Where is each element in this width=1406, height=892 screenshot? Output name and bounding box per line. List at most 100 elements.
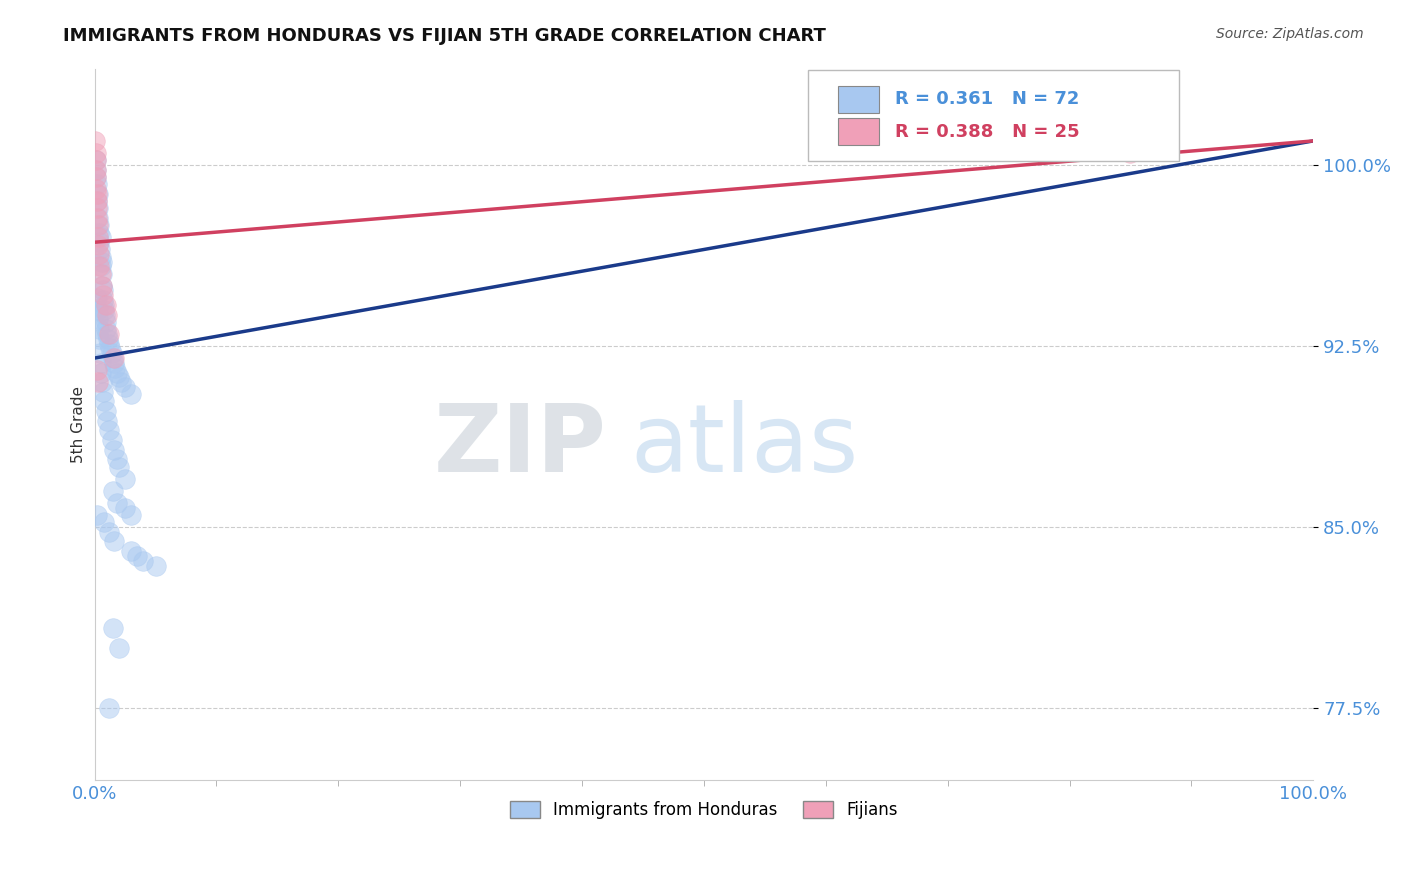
Point <box>132 554 155 568</box>
Point <box>98 424 121 438</box>
Point <box>98 701 121 715</box>
Point <box>114 380 136 394</box>
Point <box>86 302 108 317</box>
Point <box>91 384 114 399</box>
Point <box>90 375 112 389</box>
Point <box>84 153 107 168</box>
Point <box>91 284 114 298</box>
Point <box>90 250 112 264</box>
Point <box>87 322 110 336</box>
Bar <box>838 119 879 145</box>
Point <box>96 326 118 341</box>
Point <box>103 351 125 365</box>
Point <box>97 332 120 346</box>
Point <box>90 267 112 281</box>
Point <box>93 515 115 529</box>
Point <box>87 211 110 226</box>
Point <box>90 267 112 281</box>
Point <box>101 351 124 365</box>
Point <box>108 459 131 474</box>
Point <box>94 322 117 336</box>
Text: R = 0.361   N = 72: R = 0.361 N = 72 <box>896 90 1080 108</box>
Point <box>86 219 108 233</box>
Point <box>86 375 108 389</box>
Point <box>127 549 149 563</box>
Point <box>114 472 136 486</box>
Point <box>90 260 112 274</box>
Point <box>105 496 128 510</box>
Point <box>94 404 117 418</box>
Point <box>84 134 107 148</box>
Point <box>94 315 117 329</box>
Point <box>84 153 107 168</box>
Point <box>120 508 142 522</box>
Point <box>94 308 117 322</box>
Point <box>86 178 108 192</box>
Point <box>86 194 108 209</box>
Point <box>90 356 112 370</box>
Point <box>86 186 108 201</box>
Point <box>98 326 121 341</box>
Bar <box>838 86 879 112</box>
Point <box>87 230 110 244</box>
Point <box>101 621 124 635</box>
Point <box>90 230 112 244</box>
Point <box>105 366 128 380</box>
Point <box>89 260 111 274</box>
Point <box>89 235 111 250</box>
Point <box>86 211 108 226</box>
Point <box>89 243 111 257</box>
Text: Source: ZipAtlas.com: Source: ZipAtlas.com <box>1216 27 1364 41</box>
Point <box>86 170 108 185</box>
Point <box>94 298 117 312</box>
Point <box>86 202 108 216</box>
Point <box>145 558 167 573</box>
Point <box>86 182 108 196</box>
Point <box>87 247 110 261</box>
Point <box>86 170 108 185</box>
Point <box>1119 145 1142 160</box>
FancyBboxPatch shape <box>807 70 1180 161</box>
Point <box>86 194 108 209</box>
Point <box>108 370 131 384</box>
Point <box>101 483 124 498</box>
Point <box>90 278 112 293</box>
Y-axis label: 5th Grade: 5th Grade <box>72 386 86 463</box>
Point <box>120 387 142 401</box>
Point <box>103 442 125 457</box>
Point <box>89 346 111 360</box>
Point <box>87 219 110 233</box>
Point <box>114 500 136 515</box>
Point <box>103 534 125 549</box>
Point <box>84 162 107 177</box>
Point <box>93 302 115 317</box>
Point <box>100 433 122 447</box>
Point <box>86 186 108 201</box>
Point <box>89 332 111 346</box>
Text: R = 0.388   N = 25: R = 0.388 N = 25 <box>896 123 1080 141</box>
Point <box>110 375 132 389</box>
Text: IMMIGRANTS FROM HONDURAS VS FIJIAN 5TH GRADE CORRELATION CHART: IMMIGRANTS FROM HONDURAS VS FIJIAN 5TH G… <box>63 27 827 45</box>
Point <box>104 360 127 375</box>
Point <box>93 394 115 409</box>
Point <box>91 288 114 302</box>
Point <box>98 336 121 351</box>
Legend: Immigrants from Honduras, Fijians: Immigrants from Honduras, Fijians <box>503 794 904 825</box>
Point <box>108 640 131 655</box>
Point <box>93 298 115 312</box>
Point <box>87 312 110 326</box>
Point <box>89 226 111 240</box>
Point <box>105 452 128 467</box>
Point <box>90 366 112 380</box>
Point <box>84 145 107 160</box>
Point <box>87 202 110 216</box>
Point <box>96 414 118 428</box>
Point <box>86 291 108 305</box>
Text: atlas: atlas <box>631 400 859 491</box>
Point <box>86 363 108 377</box>
Point <box>91 293 114 307</box>
Point <box>96 308 118 322</box>
Point <box>86 508 108 522</box>
Point <box>90 278 112 293</box>
Point <box>91 254 114 268</box>
